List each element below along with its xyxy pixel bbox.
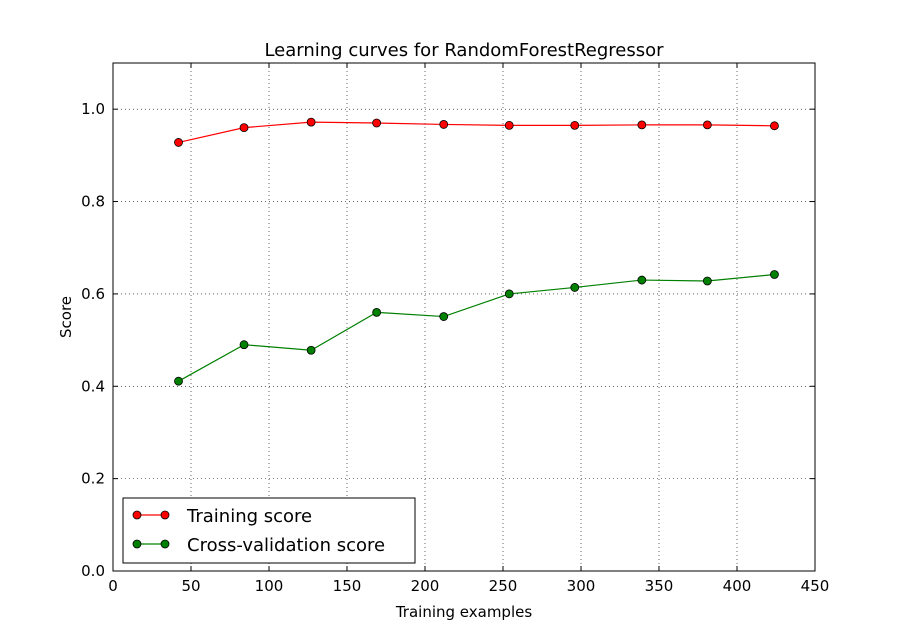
chart-title: Learning curves for RandomForestRegresso… [264, 40, 664, 61]
y-tick-label: 0.6 [81, 285, 105, 303]
x-tick-label: 250 [489, 577, 518, 595]
y-tick-label: 0.8 [81, 193, 105, 211]
series-1-point [306, 345, 316, 355]
series-1-point [504, 289, 514, 299]
x-tick-label: 150 [333, 577, 362, 595]
legend-label-1: Cross-validation score [187, 535, 385, 556]
legend-marker-0 [132, 510, 142, 520]
series-1-point [637, 275, 647, 285]
legend-marker-1 [132, 539, 142, 549]
y-tick-label: 1.0 [81, 100, 105, 118]
series-layer [174, 117, 779, 386]
x-tick-label: 200 [411, 577, 440, 595]
series-0-point [637, 120, 647, 130]
series-0-point [770, 121, 779, 131]
series-0-point [504, 120, 514, 130]
legend: Training score Cross-validation score [122, 497, 416, 564]
series-line-0 [178, 121, 775, 144]
legend-marker-1 [160, 539, 170, 549]
x-axis-label: Training examples [395, 603, 533, 621]
x-tick-label: 450 [801, 577, 830, 595]
legend-marker-0 [160, 510, 170, 520]
legend-label-0: Training score [186, 506, 312, 527]
series-1-point [174, 376, 183, 386]
y-tick-label: 0.4 [81, 377, 105, 395]
series-0-point [372, 118, 382, 128]
series-1-point [702, 276, 712, 286]
series-0-point [239, 123, 249, 133]
y-axis-label: Score [57, 296, 75, 338]
legend-box [122, 497, 416, 564]
y-tick-label: 0.0 [81, 562, 105, 580]
series-1-point [372, 307, 382, 317]
series-0-point [570, 120, 580, 130]
series-1-point [439, 312, 449, 321]
series-0-point [174, 138, 183, 147]
series-1-point [770, 270, 779, 279]
series-0-point [306, 117, 316, 127]
series-1-point [239, 340, 249, 350]
series-0-point [439, 120, 449, 129]
y-tick-label: 0.2 [81, 470, 105, 488]
plot-frame [112, 62, 816, 572]
ticks: 0 50 100 150 200 250 300 350 400 450 0.0 0.2 0.4 0.6 0… [81, 63, 829, 595]
series-1-point [570, 283, 580, 292]
series-line-1 [178, 273, 775, 382]
series-0-point [702, 120, 712, 130]
x-tick-label: 400 [723, 577, 752, 595]
x-tick-label: 0 [108, 577, 118, 595]
x-tick-label: 300 [567, 577, 596, 595]
x-tick-label: 50 [181, 577, 200, 595]
grid [113, 63, 815, 571]
x-tick-label: 100 [255, 577, 284, 595]
x-tick-label: 350 [645, 577, 674, 595]
